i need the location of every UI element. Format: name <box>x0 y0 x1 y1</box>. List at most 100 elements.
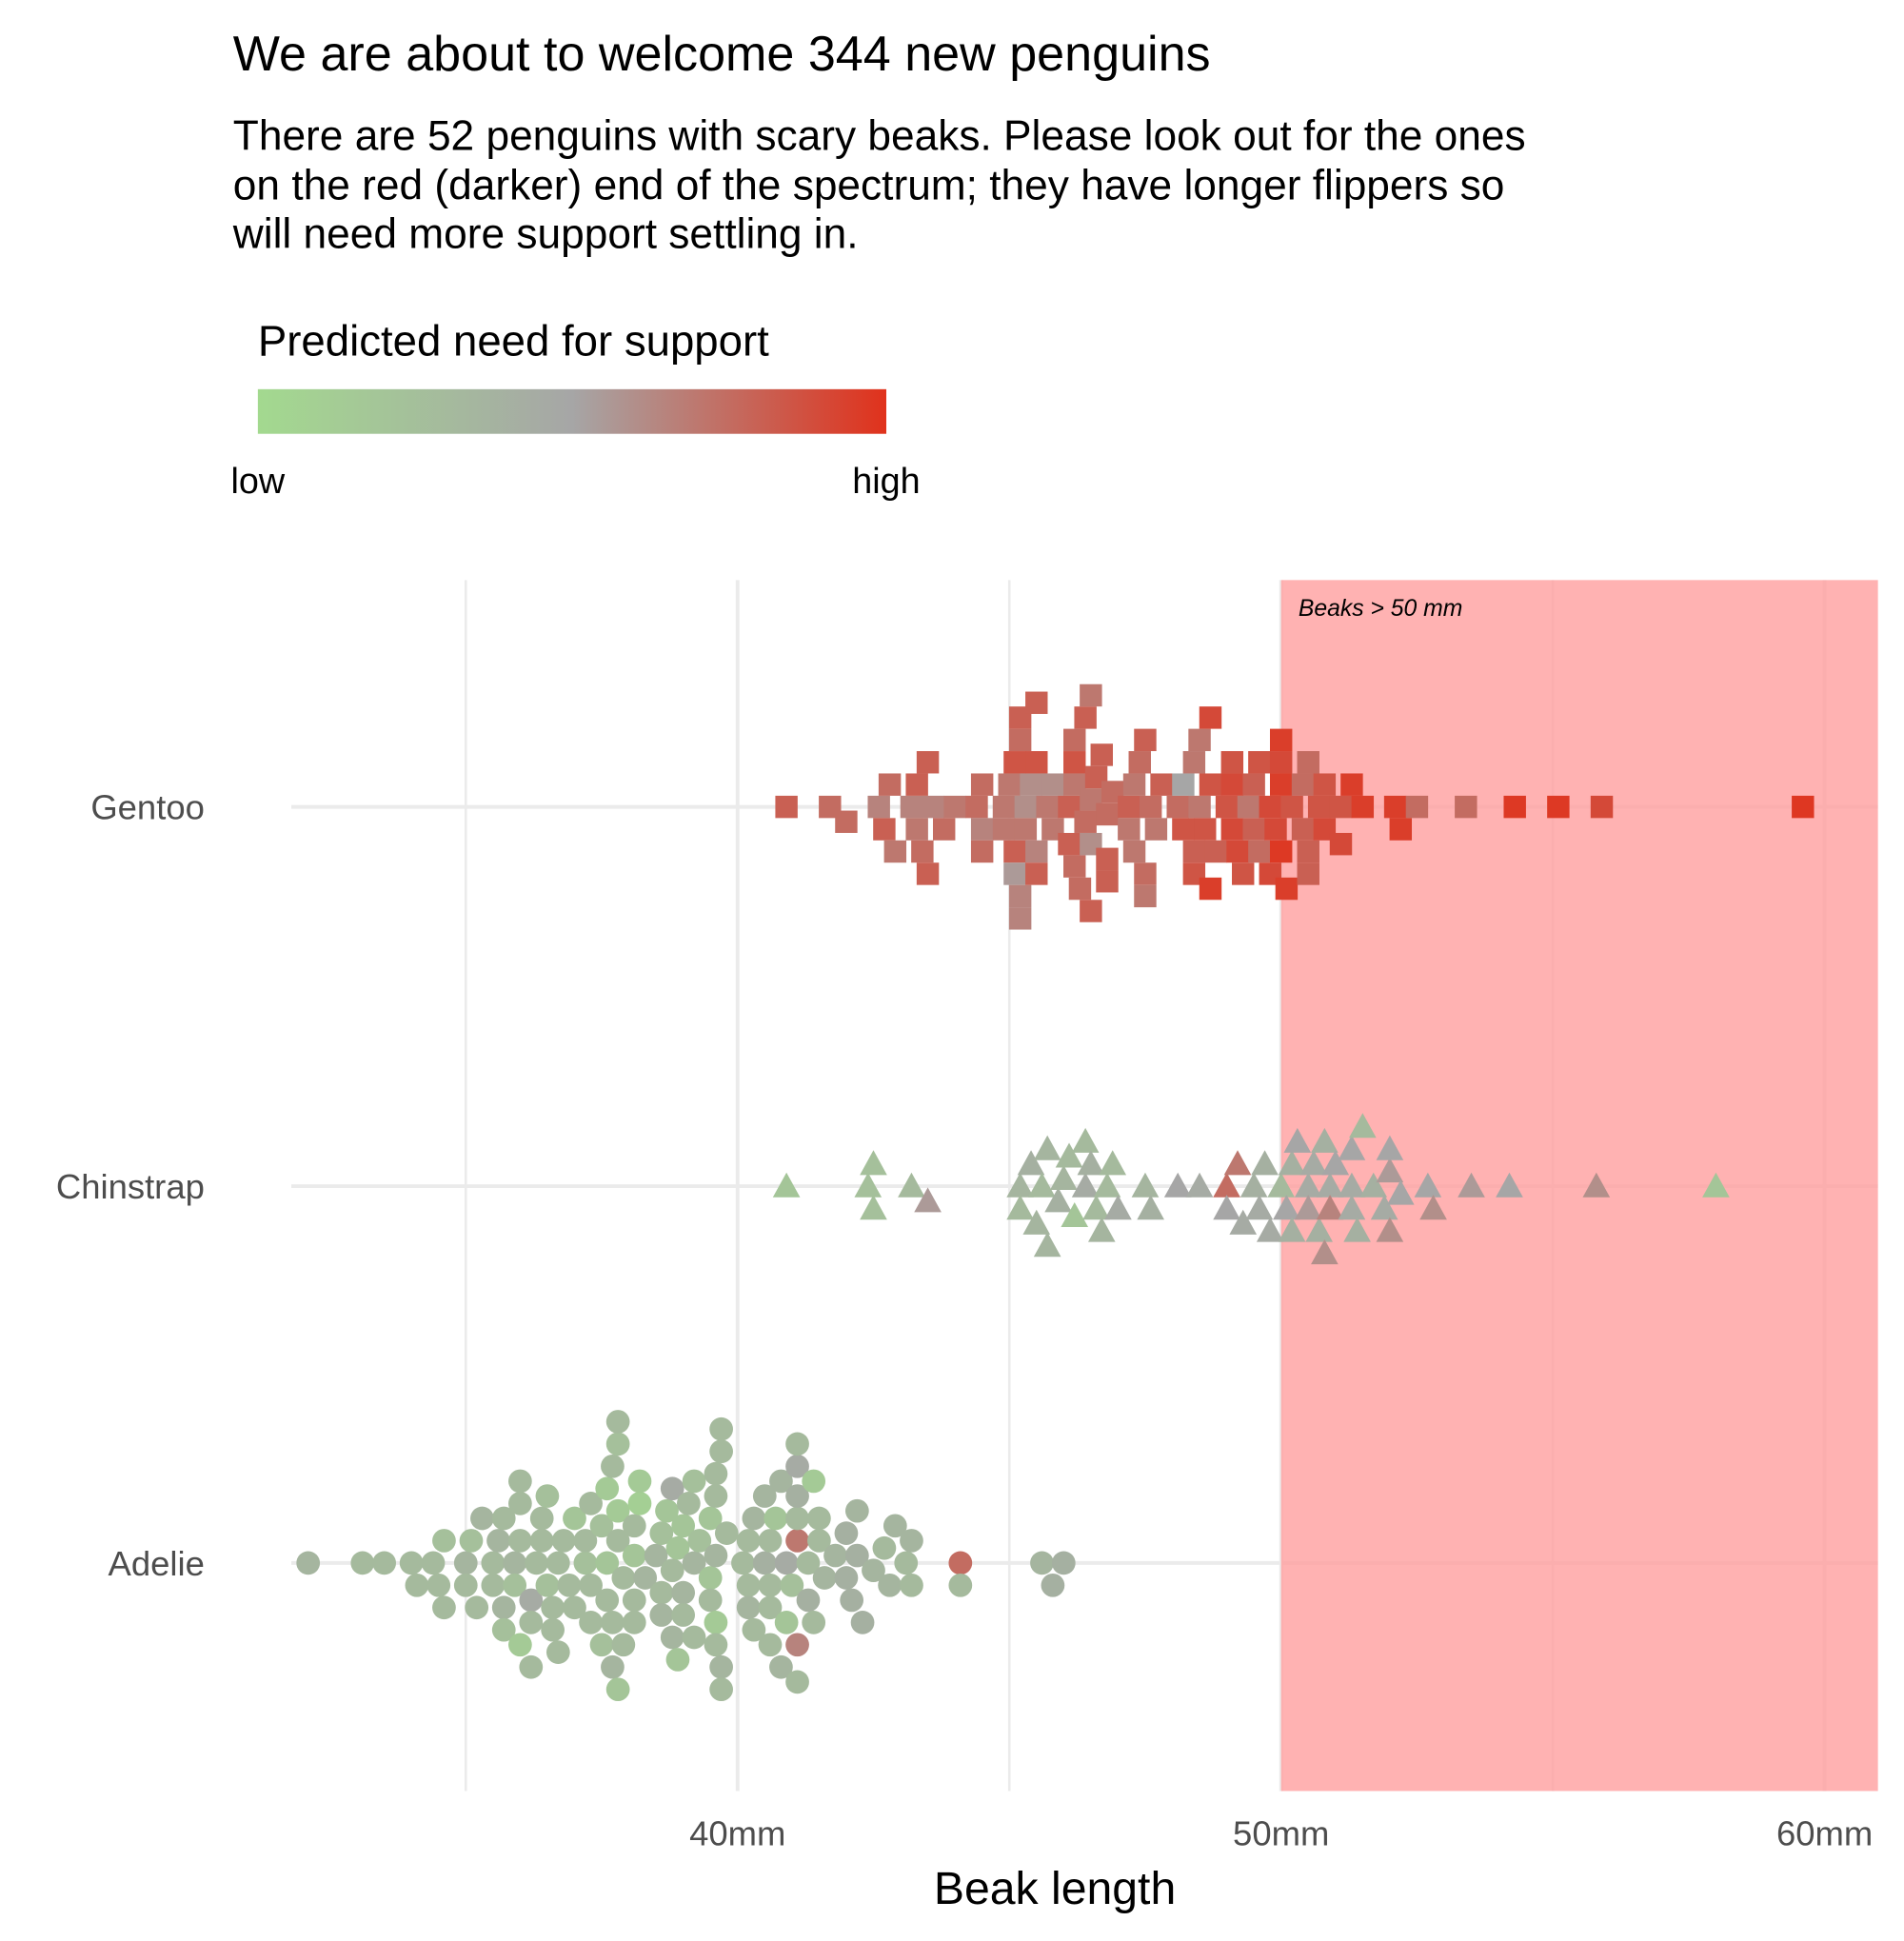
gentoo-point <box>1503 795 1526 819</box>
gentoo-point <box>900 795 923 819</box>
chinstrap-point <box>1006 1172 1034 1198</box>
adelie-point <box>802 1469 826 1494</box>
adelie-point <box>774 1551 799 1575</box>
adelie-point <box>736 1573 761 1597</box>
gentoo-point <box>1041 773 1064 796</box>
chinstrap-point <box>1055 1142 1083 1168</box>
adelie-point <box>545 1551 570 1575</box>
gentoo-point <box>1226 840 1249 863</box>
chinstrap-point <box>1087 1217 1116 1242</box>
gentoo-point <box>1036 795 1059 819</box>
adelie-point <box>432 1595 456 1620</box>
adelie-point <box>453 1551 478 1575</box>
adelie-point <box>840 1588 864 1613</box>
adelie-point <box>507 1633 532 1657</box>
gentoo-point <box>1188 795 1211 819</box>
gentoo-point <box>1297 862 1319 885</box>
adelie-point <box>758 1529 783 1553</box>
adelie-point <box>470 1506 494 1531</box>
adelie-point <box>605 1498 630 1523</box>
gentoo-point <box>1307 795 1331 819</box>
adelie-point <box>682 1469 706 1494</box>
gentoo-point <box>873 818 896 841</box>
chinstrap-point <box>1077 1150 1105 1176</box>
gentoo-point <box>1096 870 1119 893</box>
adelie-point <box>682 1625 706 1650</box>
x-tick-label: 60mm <box>1776 1814 1873 1853</box>
adelie-point <box>862 1558 885 1583</box>
chinstrap-point <box>1376 1158 1404 1183</box>
adelie-point <box>563 1595 586 1620</box>
adelie-point <box>541 1617 565 1642</box>
adelie-point <box>491 1506 516 1531</box>
gentoo-point <box>1237 795 1260 819</box>
chinstrap-point <box>1256 1217 1284 1242</box>
adelie-point <box>1041 1573 1065 1597</box>
gentoo-point <box>1090 743 1113 766</box>
adelie-point <box>758 1573 783 1597</box>
y-tick-label: Chinstrap <box>56 1167 205 1206</box>
gentoo-point <box>1329 795 1353 819</box>
adelie-point <box>785 1454 809 1478</box>
chinstrap-point <box>1496 1172 1523 1198</box>
adelie-point <box>796 1551 821 1575</box>
chinstrap-point <box>1299 1150 1328 1176</box>
chinstrap-point <box>914 1187 942 1213</box>
gentoo-point <box>1248 751 1271 774</box>
gentoo-point <box>1269 773 1293 796</box>
adelie-point <box>535 1484 560 1508</box>
adelie-point <box>709 1439 733 1464</box>
adelie-point <box>1030 1551 1054 1575</box>
gentoo-point <box>1232 862 1255 885</box>
adelie-point <box>752 1551 777 1575</box>
gentoo-point <box>1172 818 1195 841</box>
adelie-point <box>605 1677 630 1702</box>
x-axis-label: Beak length <box>934 1863 1176 1914</box>
gentoo-point <box>867 795 890 819</box>
gentoo-point <box>1134 884 1157 908</box>
chinstrap-point <box>1099 1150 1127 1176</box>
gentoo-point <box>1080 900 1102 922</box>
adelie-point <box>589 1633 614 1657</box>
highlight-annotation: Beaks > 50 mm <box>1299 596 1462 622</box>
chart-subtitle-line-3: will need more support settling in. <box>232 210 859 257</box>
adelie-point <box>579 1573 603 1597</box>
adelie-point <box>481 1573 506 1597</box>
adelie-point <box>601 1611 625 1634</box>
chinstrap-point <box>1267 1172 1296 1198</box>
gentoo-point <box>1340 773 1363 796</box>
adelie-point <box>764 1506 788 1531</box>
gentoo-point <box>1096 802 1119 826</box>
adelie-point <box>545 1640 570 1664</box>
gentoo-point <box>1275 877 1299 901</box>
gentoo-point <box>1455 795 1478 819</box>
gentoo-point <box>1269 840 1293 863</box>
gentoo-point <box>970 840 994 863</box>
gentoo-point <box>835 810 858 833</box>
gentoo-point <box>1242 773 1265 796</box>
chinstrap-point <box>1294 1195 1322 1220</box>
adelie-point <box>850 1611 875 1634</box>
gentoo-point <box>911 840 934 863</box>
adelie-point <box>507 1469 532 1494</box>
adelie-point <box>807 1529 831 1553</box>
chinstrap-point <box>1163 1172 1192 1198</box>
adelie-point <box>633 1566 658 1590</box>
adelie-point <box>595 1588 620 1613</box>
gentoo-point <box>992 818 1016 841</box>
gentoo-point <box>1074 810 1097 833</box>
x-tick-label: 50mm <box>1233 1814 1329 1853</box>
adelie-point <box>687 1529 712 1553</box>
adelie-point <box>698 1566 723 1590</box>
gentoo-point <box>1182 840 1206 863</box>
gentoo-point <box>1383 795 1407 819</box>
adelie-point <box>601 1454 625 1478</box>
gentoo-point <box>965 795 988 819</box>
adelie-point <box>769 1469 793 1494</box>
adelie-point <box>676 1492 701 1515</box>
adelie-point <box>507 1529 532 1553</box>
chinstrap-point <box>772 1172 801 1198</box>
chinstrap-point <box>1033 1232 1061 1258</box>
chinstrap-point <box>1359 1172 1388 1198</box>
